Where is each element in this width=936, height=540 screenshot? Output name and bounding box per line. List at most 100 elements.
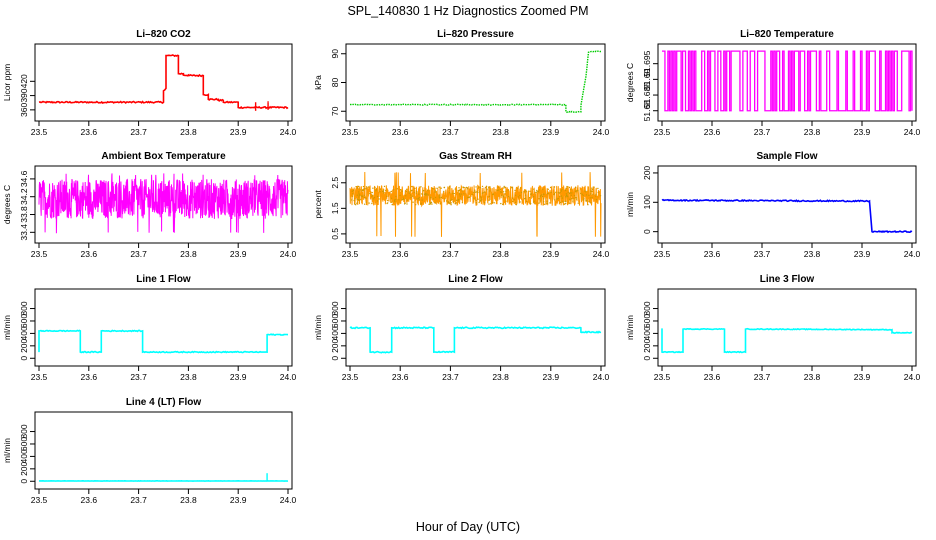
series-point [571,192,573,194]
x-tick-label: 24.0 [593,249,610,259]
x-tick-label: 23.7 [442,127,459,137]
series-point [580,192,582,195]
series-point [375,190,377,192]
series-point [528,197,531,199]
series-point [375,188,378,191]
series-point [514,189,516,192]
series-point [486,188,488,190]
plot-frame [34,43,293,122]
series-point [405,195,407,197]
x-tick-label: 23.6 [704,372,721,382]
series-point [590,193,592,195]
series-point [565,195,568,197]
series-point [501,194,503,196]
series-point [595,198,598,201]
series-point [395,198,397,201]
series-point [489,190,491,192]
chart-title: Sample Flow [756,151,817,162]
series-point [488,187,490,189]
series-point [543,201,545,203]
plot-frame [657,165,917,244]
series-point [479,200,482,202]
series-point [533,200,535,202]
y-tick-label: 800 [19,301,29,315]
series-point [452,193,454,195]
series-point [553,193,555,196]
y-tick-label: 420 [19,74,29,88]
series-point [504,186,506,189]
series-point [557,197,559,200]
y-tick-label: 400 [19,326,29,340]
data-layer [38,173,289,234]
x-tick-label: 23.6 [392,249,409,259]
series-point [418,196,420,199]
series-point [564,189,567,192]
x-tick-label: 23.6 [81,372,98,382]
series-point [571,198,573,200]
chart-title: Ambient Box Temperature [101,151,226,162]
series-point [519,194,521,197]
chart-panel: Gas Stream RH percent 23.5 23.6 23.7 23.8 23.9… [313,151,610,259]
chart-panel: Li–820 CO2 Licor ppm 23.5 23.6 23.7 23.8 23.9 2… [2,29,297,137]
series-point [358,199,361,202]
series-point [406,188,408,191]
series-point [351,190,353,192]
series-point [354,203,356,205]
series-point [387,202,389,204]
series-point [439,203,442,205]
series-point [459,194,461,196]
series-point [484,187,487,189]
x-tick-label: 23.9 [543,372,560,382]
x-tick-label: 23.5 [342,127,359,137]
series-point [597,191,599,194]
series-point [475,191,477,193]
series-point [396,188,398,190]
x-tick-label: 23.7 [754,127,771,137]
x-tick-label: 23.6 [392,372,409,382]
series-point [356,201,359,203]
series-point [569,198,571,200]
y-tick-label: 0.5 [330,228,340,240]
y-tick-label: 0 [19,479,29,484]
series-point [473,197,475,199]
series-point [355,186,357,188]
series-point [416,198,418,200]
y-tick-label: 800 [330,301,340,315]
x-tick-label: 23.9 [230,495,247,505]
x-tick-label: 23.8 [804,127,821,137]
x-tick-label: 24.0 [280,127,297,137]
series-point [575,191,577,193]
series-point [352,193,354,195]
series-point [467,196,469,199]
series-point [405,190,407,193]
series-point [585,191,587,193]
series-point [505,200,507,202]
series-point [426,193,428,195]
x-tick-label: 23.7 [442,372,459,382]
series-point [538,198,540,200]
y-tick-label: 200 [19,461,29,475]
series-point [430,201,433,203]
series-point [499,188,502,191]
x-tick-label: 23.5 [31,372,48,382]
series-point [368,186,370,188]
series-point [376,195,379,198]
x-tick-label: 23.8 [180,127,197,137]
series-point [566,185,568,188]
series-point [573,194,576,197]
series-point [378,198,380,200]
series-point [461,202,464,204]
series-point [549,202,551,204]
chart-title: Line 4 (LT) Flow [126,397,202,408]
x-tick-label: 23.8 [492,249,509,259]
y-tick-label: 51.685 [642,82,652,108]
series-point [576,198,578,200]
series-point [562,200,564,203]
plot-frame [34,288,293,367]
y-axis-label: ml/min [625,315,635,340]
x-tick-label: 23.7 [130,372,147,382]
x-tick-label: 23.7 [442,249,459,259]
y-tick-label: 200 [642,338,652,352]
series-point [473,191,475,194]
series-line [38,173,289,234]
